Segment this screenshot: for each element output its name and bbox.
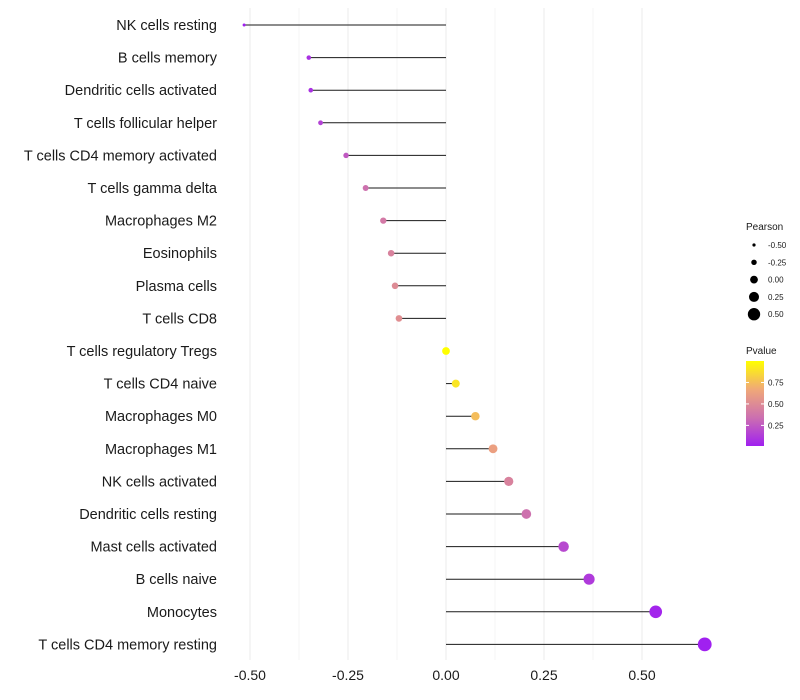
category-label: Eosinophils — [143, 246, 217, 262]
legend-size-key — [751, 259, 757, 266]
legend-size-label: 0.00 — [768, 276, 784, 285]
legend-size-key — [752, 243, 756, 247]
lollipop-dot — [318, 120, 323, 126]
legend-pvalue: Pvalue 0.25 0.50 0.75 — [746, 346, 784, 446]
category-label: T cells gamma delta — [88, 181, 218, 197]
lollipop-dot — [380, 217, 387, 224]
legend-color-label: 0.25 — [768, 421, 784, 430]
lollipop-dot — [697, 637, 712, 652]
legend-size-key — [748, 291, 760, 302]
legend-size-label: 0.25 — [768, 293, 784, 302]
lollipop-dot — [451, 379, 460, 388]
category-label: Mast cells activated — [90, 540, 217, 556]
category-label: Plasma cells — [136, 279, 217, 295]
legend-size-key — [747, 308, 761, 321]
lollipop-dot — [583, 573, 595, 585]
category-label: T cells CD4 memory activated — [24, 148, 217, 164]
lollipop-dot — [521, 509, 532, 519]
x-tick-label: -0.50 — [234, 667, 266, 683]
lollipop-dot — [442, 347, 450, 355]
category-label: NK cells resting — [116, 18, 217, 34]
category-label: T cells CD4 memory resting — [38, 637, 217, 653]
x-tick-label: 0.00 — [432, 667, 459, 683]
y-axis: NK cells resting B cells memory Dendritic … — [24, 18, 218, 653]
legend-size-key — [750, 275, 758, 284]
category-label: Macrophages M0 — [105, 409, 217, 425]
legend-color-label: 0.50 — [768, 400, 784, 409]
legend-title-pearson: Pearson — [746, 222, 783, 233]
legend-color-label: 0.75 — [768, 378, 784, 387]
x-axis: -0.50 -0.25 0.00 0.25 0.50 — [234, 667, 656, 683]
category-label: Dendritic cells resting — [79, 507, 217, 523]
grid-lines — [249, 8, 643, 660]
legend-size-label: 0.50 — [768, 310, 784, 319]
x-tick-label: -0.25 — [332, 667, 364, 683]
lollipop-dot — [395, 315, 403, 322]
lollipop-dot — [362, 185, 369, 191]
lollipop-marks — [242, 23, 712, 652]
legend-pearson: Pearson -0.50 -0.25 0.00 0.25 0.50 — [746, 222, 787, 321]
category-label: Macrophages M2 — [105, 214, 217, 230]
legend-size-label: -0.50 — [768, 241, 787, 250]
lollipop-dot — [306, 55, 312, 60]
lollipop-dot — [343, 152, 349, 159]
lollipop-dot — [649, 605, 663, 619]
lollipop-dot — [308, 87, 314, 93]
category-label: B cells memory — [118, 51, 218, 67]
category-label: Dendritic cells activated — [65, 83, 217, 99]
lollipop-dot — [471, 411, 480, 421]
category-label: NK cells activated — [102, 474, 217, 490]
lollipop-dot — [504, 476, 514, 487]
lollipop-dot — [387, 249, 395, 257]
legend-color-bar — [746, 361, 764, 446]
lollipop-dot — [391, 282, 399, 290]
category-label: T cells regulatory Tregs — [67, 344, 217, 360]
category-label: T cells CD8 — [142, 311, 217, 327]
lollipop-dot — [558, 541, 569, 552]
category-label: Monocytes — [147, 605, 217, 621]
category-label: T cells CD4 naive — [104, 377, 217, 393]
x-tick-label: 0.25 — [530, 667, 557, 683]
category-label: B cells naive — [136, 572, 217, 588]
category-label: Macrophages M1 — [105, 442, 217, 458]
legend-title-pvalue: Pvalue — [746, 346, 777, 357]
lollipop-dot — [488, 444, 498, 454]
category-label: T cells follicular helper — [74, 116, 217, 132]
legend-size-label: -0.25 — [768, 258, 787, 267]
lollipop-dot — [242, 23, 246, 27]
x-tick-label: 0.50 — [628, 667, 655, 683]
